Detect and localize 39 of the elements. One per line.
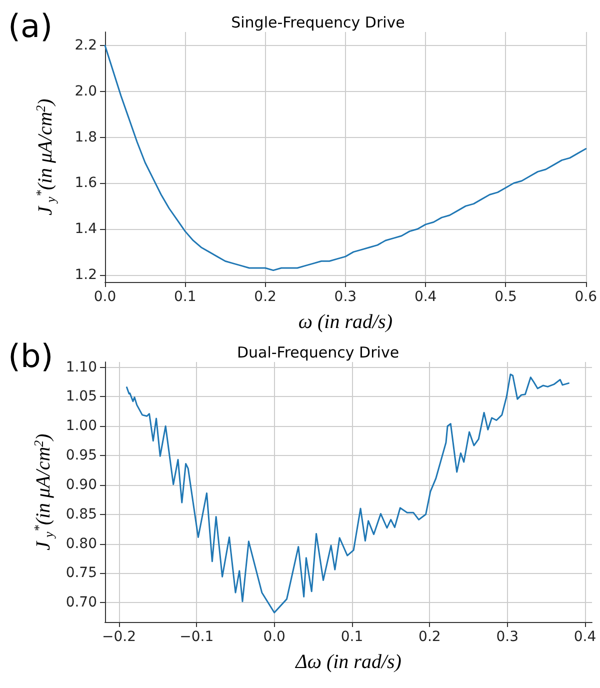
y-tick-label: 2.0 (74, 83, 97, 100)
y-tick-label: 0.70 (66, 594, 97, 611)
x-tick-label: 0.0 (94, 289, 116, 305)
x-tick-label: 0.0 (263, 629, 286, 645)
y-tick-label: 0.90 (66, 476, 97, 493)
line-series (126, 374, 570, 614)
y-tick-label: 1.8 (74, 129, 97, 146)
y-tick-label: 1.2 (74, 266, 97, 283)
y-tick-label: 0.75 (66, 565, 97, 582)
x-tick-label: 0.6 (574, 289, 598, 305)
x-axis-title: Δω (in rad/s) (294, 651, 402, 673)
x-tick-label: 0.4 (414, 289, 437, 305)
x-tick-label: 0.2 (254, 289, 276, 305)
x-tick-label: −0.1 (180, 629, 214, 645)
y-axis-title: Jy*(in μA/cm2) (33, 98, 58, 216)
x-axis-title: ω (in rad/s) (298, 311, 393, 333)
y-axis-title: Jy*(in μA/cm2) (30, 433, 56, 550)
y-tick-label: 2.2 (74, 38, 97, 54)
y-tick-label: 1.00 (66, 418, 97, 434)
text: (a) (8, 7, 53, 45)
x-tick-label: 0.1 (340, 629, 364, 645)
x-tick-label: 0.3 (496, 629, 518, 645)
x-tick-label: −0.2 (102, 629, 136, 645)
chart-title: Dual-Frequency Drive (236, 344, 400, 362)
y-tick-label: 1.10 (66, 359, 97, 376)
x-tick-label: 0.4 (574, 629, 596, 645)
x-tick-label: 0.1 (174, 289, 196, 305)
x-tick-label: 0.3 (334, 289, 357, 305)
y-tick-label: 0.95 (66, 448, 97, 464)
text: (b) (8, 337, 54, 375)
y-tick-label: 0.80 (66, 536, 97, 552)
line-series (104, 44, 587, 272)
y-tick-label: 1.6 (74, 175, 98, 192)
x-tick-label: 0.2 (418, 629, 441, 645)
chart-title: Single-Frequency Drive (231, 14, 405, 32)
y-tick-label: 1.4 (74, 221, 98, 238)
y-tick-label: 1.05 (66, 388, 97, 405)
y-tick-label: 0.85 (66, 506, 97, 522)
x-tick-label: 0.5 (494, 289, 517, 305)
